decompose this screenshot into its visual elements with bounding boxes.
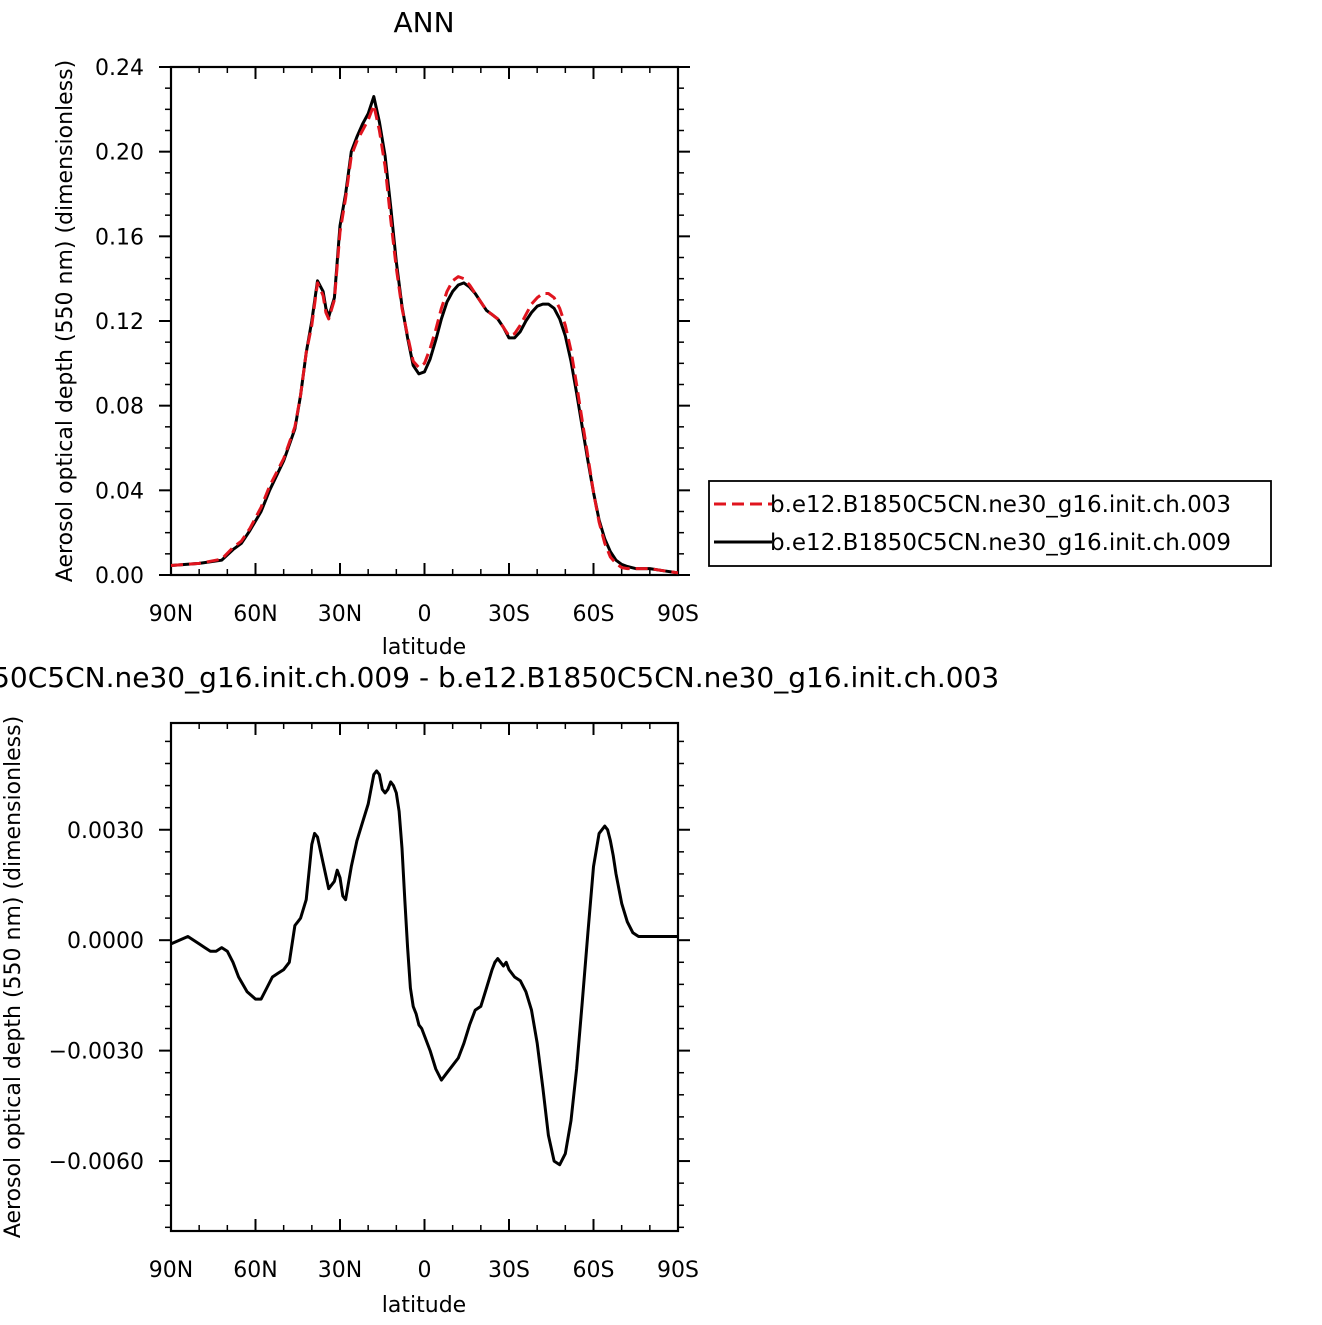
- x-axis-label: latitude: [382, 1293, 466, 1318]
- x-tick-label: 30N: [318, 1258, 362, 1283]
- x-tick-label: 60S: [573, 1258, 615, 1283]
- x-tick-label: 30S: [488, 602, 530, 627]
- y-tick-label: 0.00: [95, 564, 144, 589]
- y-tick-label: 0.12: [95, 310, 144, 335]
- y-axis-label: Aerosol optical depth (550 nm) (dimensio…: [53, 60, 78, 582]
- tick-marks: [159, 723, 690, 1231]
- series-line-1: [170, 103, 679, 575]
- y-tick-labels: 0.00 0.04 0.08 0.12 0.16 0.20 0.24: [95, 56, 144, 589]
- x-tick-label: 30S: [488, 1258, 530, 1283]
- legend: b.e12.B1850C5CN.ne30_g16.init.ch.003 b.e…: [708, 480, 1272, 567]
- y-tick-labels: −0.0060 −0.0030 0.0000 0.0030: [49, 819, 144, 1175]
- legend-box: [708, 480, 1272, 567]
- tick-marks: [159, 66, 690, 576]
- legend-label-series-2: b.e12.B1850C5CN.ne30_g16.init.ch.009: [770, 530, 1231, 556]
- x-tick-label: 90N: [149, 1258, 193, 1283]
- x-tick-label: 0: [418, 1258, 432, 1283]
- y-tick-label: 0.0030: [67, 819, 144, 844]
- series-lines: [170, 95, 679, 575]
- x-tick-labels: 90N 60N 30N 0 30S 60S 90S: [149, 602, 699, 627]
- y-tick-label: −0.0030: [49, 1040, 144, 1065]
- difference-title: b.e12.B1850C5CN.ne30_g16.init.ch.009 - b…: [0, 661, 999, 694]
- x-axis-label: latitude: [382, 635, 466, 660]
- x-tick-label: 90S: [657, 1258, 699, 1283]
- y-tick-label: 0.20: [95, 141, 144, 166]
- x-tick-labels: 90N 60N 30N 0 30S 60S 90S: [149, 1258, 699, 1283]
- y-tick-label: 0.24: [95, 56, 144, 81]
- x-tick-label: 60N: [233, 1258, 277, 1283]
- y-tick-label: 0.16: [95, 225, 144, 250]
- x-tick-label: 60S: [573, 602, 615, 627]
- y-tick-label: −0.0060: [49, 1150, 144, 1175]
- x-tick-label: 30N: [318, 602, 362, 627]
- plot-frame: [169, 65, 680, 577]
- aod-difference-panel: b.e12.B1850C5CN.ne30_g16.init.ch.009 - b…: [0, 661, 999, 1318]
- legend-label-series-1: b.e12.B1850C5CN.ne30_g16.init.ch.003: [770, 492, 1231, 518]
- series-lines: [170, 769, 678, 1167]
- series-line-1: [170, 769, 678, 1167]
- y-tick-label: 0.08: [95, 395, 144, 420]
- plot-frame: [169, 721, 680, 1233]
- chart-title: ANN: [393, 6, 454, 39]
- x-tick-label: 90N: [149, 602, 193, 627]
- aod-panel-top: ANN 90N 60N 30N 0 30S 60S 90S 0.00 0.04 0.08 0.12…: [53, 6, 1272, 660]
- y-tick-label: 0.04: [95, 479, 144, 504]
- y-tick-label: 0.0000: [67, 929, 144, 954]
- x-tick-label: 0: [418, 602, 432, 627]
- x-tick-label: 90S: [657, 602, 699, 627]
- y-axis-label: Aerosol optical depth (550 nm) (dimensio…: [1, 716, 26, 1238]
- x-tick-label: 60N: [233, 602, 277, 627]
- series-line-2: [170, 95, 679, 575]
